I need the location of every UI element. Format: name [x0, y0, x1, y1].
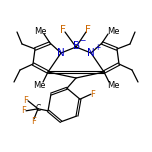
Text: F: F	[22, 106, 26, 115]
Text: Me: Me	[33, 81, 45, 90]
Text: N: N	[57, 48, 65, 58]
Text: F: F	[32, 117, 36, 126]
Text: Me: Me	[34, 26, 46, 36]
Text: F: F	[85, 25, 91, 35]
Text: −: −	[79, 36, 85, 45]
Text: N: N	[87, 48, 95, 58]
Text: B: B	[73, 41, 81, 51]
Text: Me: Me	[107, 81, 119, 90]
Text: C: C	[35, 104, 41, 113]
Text: F: F	[91, 90, 95, 99]
Text: F: F	[24, 96, 28, 105]
Text: F: F	[60, 25, 66, 35]
Text: Me: Me	[107, 26, 119, 36]
Text: +: +	[94, 43, 100, 52]
